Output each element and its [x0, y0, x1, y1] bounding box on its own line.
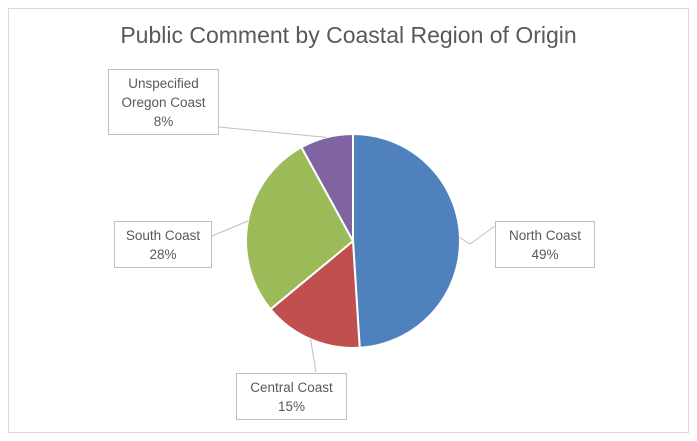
data-label-name-line-1: Unspecified: [128, 76, 199, 91]
pie-slice-central-coast: [269, 240, 361, 349]
leader-line-unspecified-oregon-coast: [218, 126, 327, 138]
pie-slice-north-coast: [352, 133, 462, 349]
data-label-north-coast: North Coast 49%: [495, 221, 595, 268]
leader-line-north-coast: [459, 225, 496, 245]
data-label-unspecified-oregon-coast: Unspecified Oregon Coast 8%: [108, 69, 219, 135]
leader-line-central-coast: [310, 339, 317, 373]
data-label-value: 8%: [153, 114, 174, 129]
data-label-value: 15%: [277, 399, 306, 414]
data-label-central-coast: Central Coast 15%: [236, 373, 347, 420]
data-label-name: Central Coast: [250, 380, 333, 395]
leader-line-south-coast: [211, 220, 249, 237]
data-label-name: North Coast: [508, 228, 582, 243]
pie-slice-south-coast: [245, 146, 354, 311]
data-label-name-line-2: Oregon Coast: [121, 95, 206, 110]
data-label-value: 28%: [149, 247, 177, 262]
data-label-south-coast: South Coast 28%: [114, 221, 212, 268]
pie-slice-unspecified-oregon-coast: [300, 133, 354, 242]
chart-title: Public Comment by Coastal Region of Orig…: [120, 22, 577, 48]
data-label-name: South Coast: [125, 228, 201, 243]
data-label-value: 49%: [531, 247, 559, 262]
